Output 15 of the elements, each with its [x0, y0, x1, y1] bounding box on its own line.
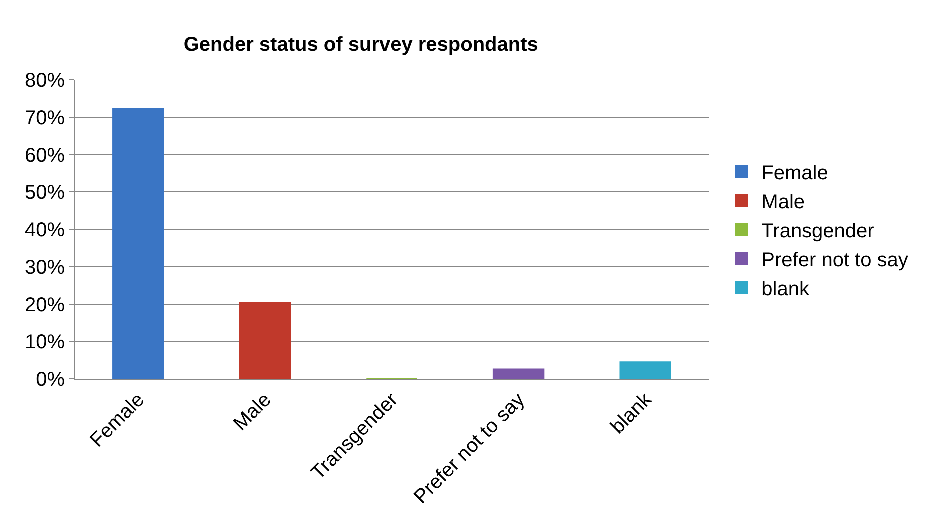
y-tick-label: 60%	[24, 144, 66, 167]
y-tick-label: 10%	[24, 332, 66, 354]
legend-label: Male	[762, 191, 806, 214]
legend-label: blank	[762, 278, 810, 300]
legend-label: Female	[762, 162, 828, 184]
y-tick-label: 50%	[24, 182, 66, 204]
legend-label: Transgender	[762, 220, 875, 242]
y-tick-label: 0%	[36, 369, 66, 391]
y-tick-label: 20%	[24, 294, 66, 316]
y-tick-label: 40%	[24, 220, 66, 242]
y-tick-label: 80%	[24, 70, 66, 92]
y-tick-label: 30%	[24, 256, 66, 279]
chart-title: Gender status of survey respondants	[184, 34, 538, 56]
y-tick-label: 70%	[24, 107, 66, 130]
legend-label: Prefer not to say	[762, 249, 908, 272]
